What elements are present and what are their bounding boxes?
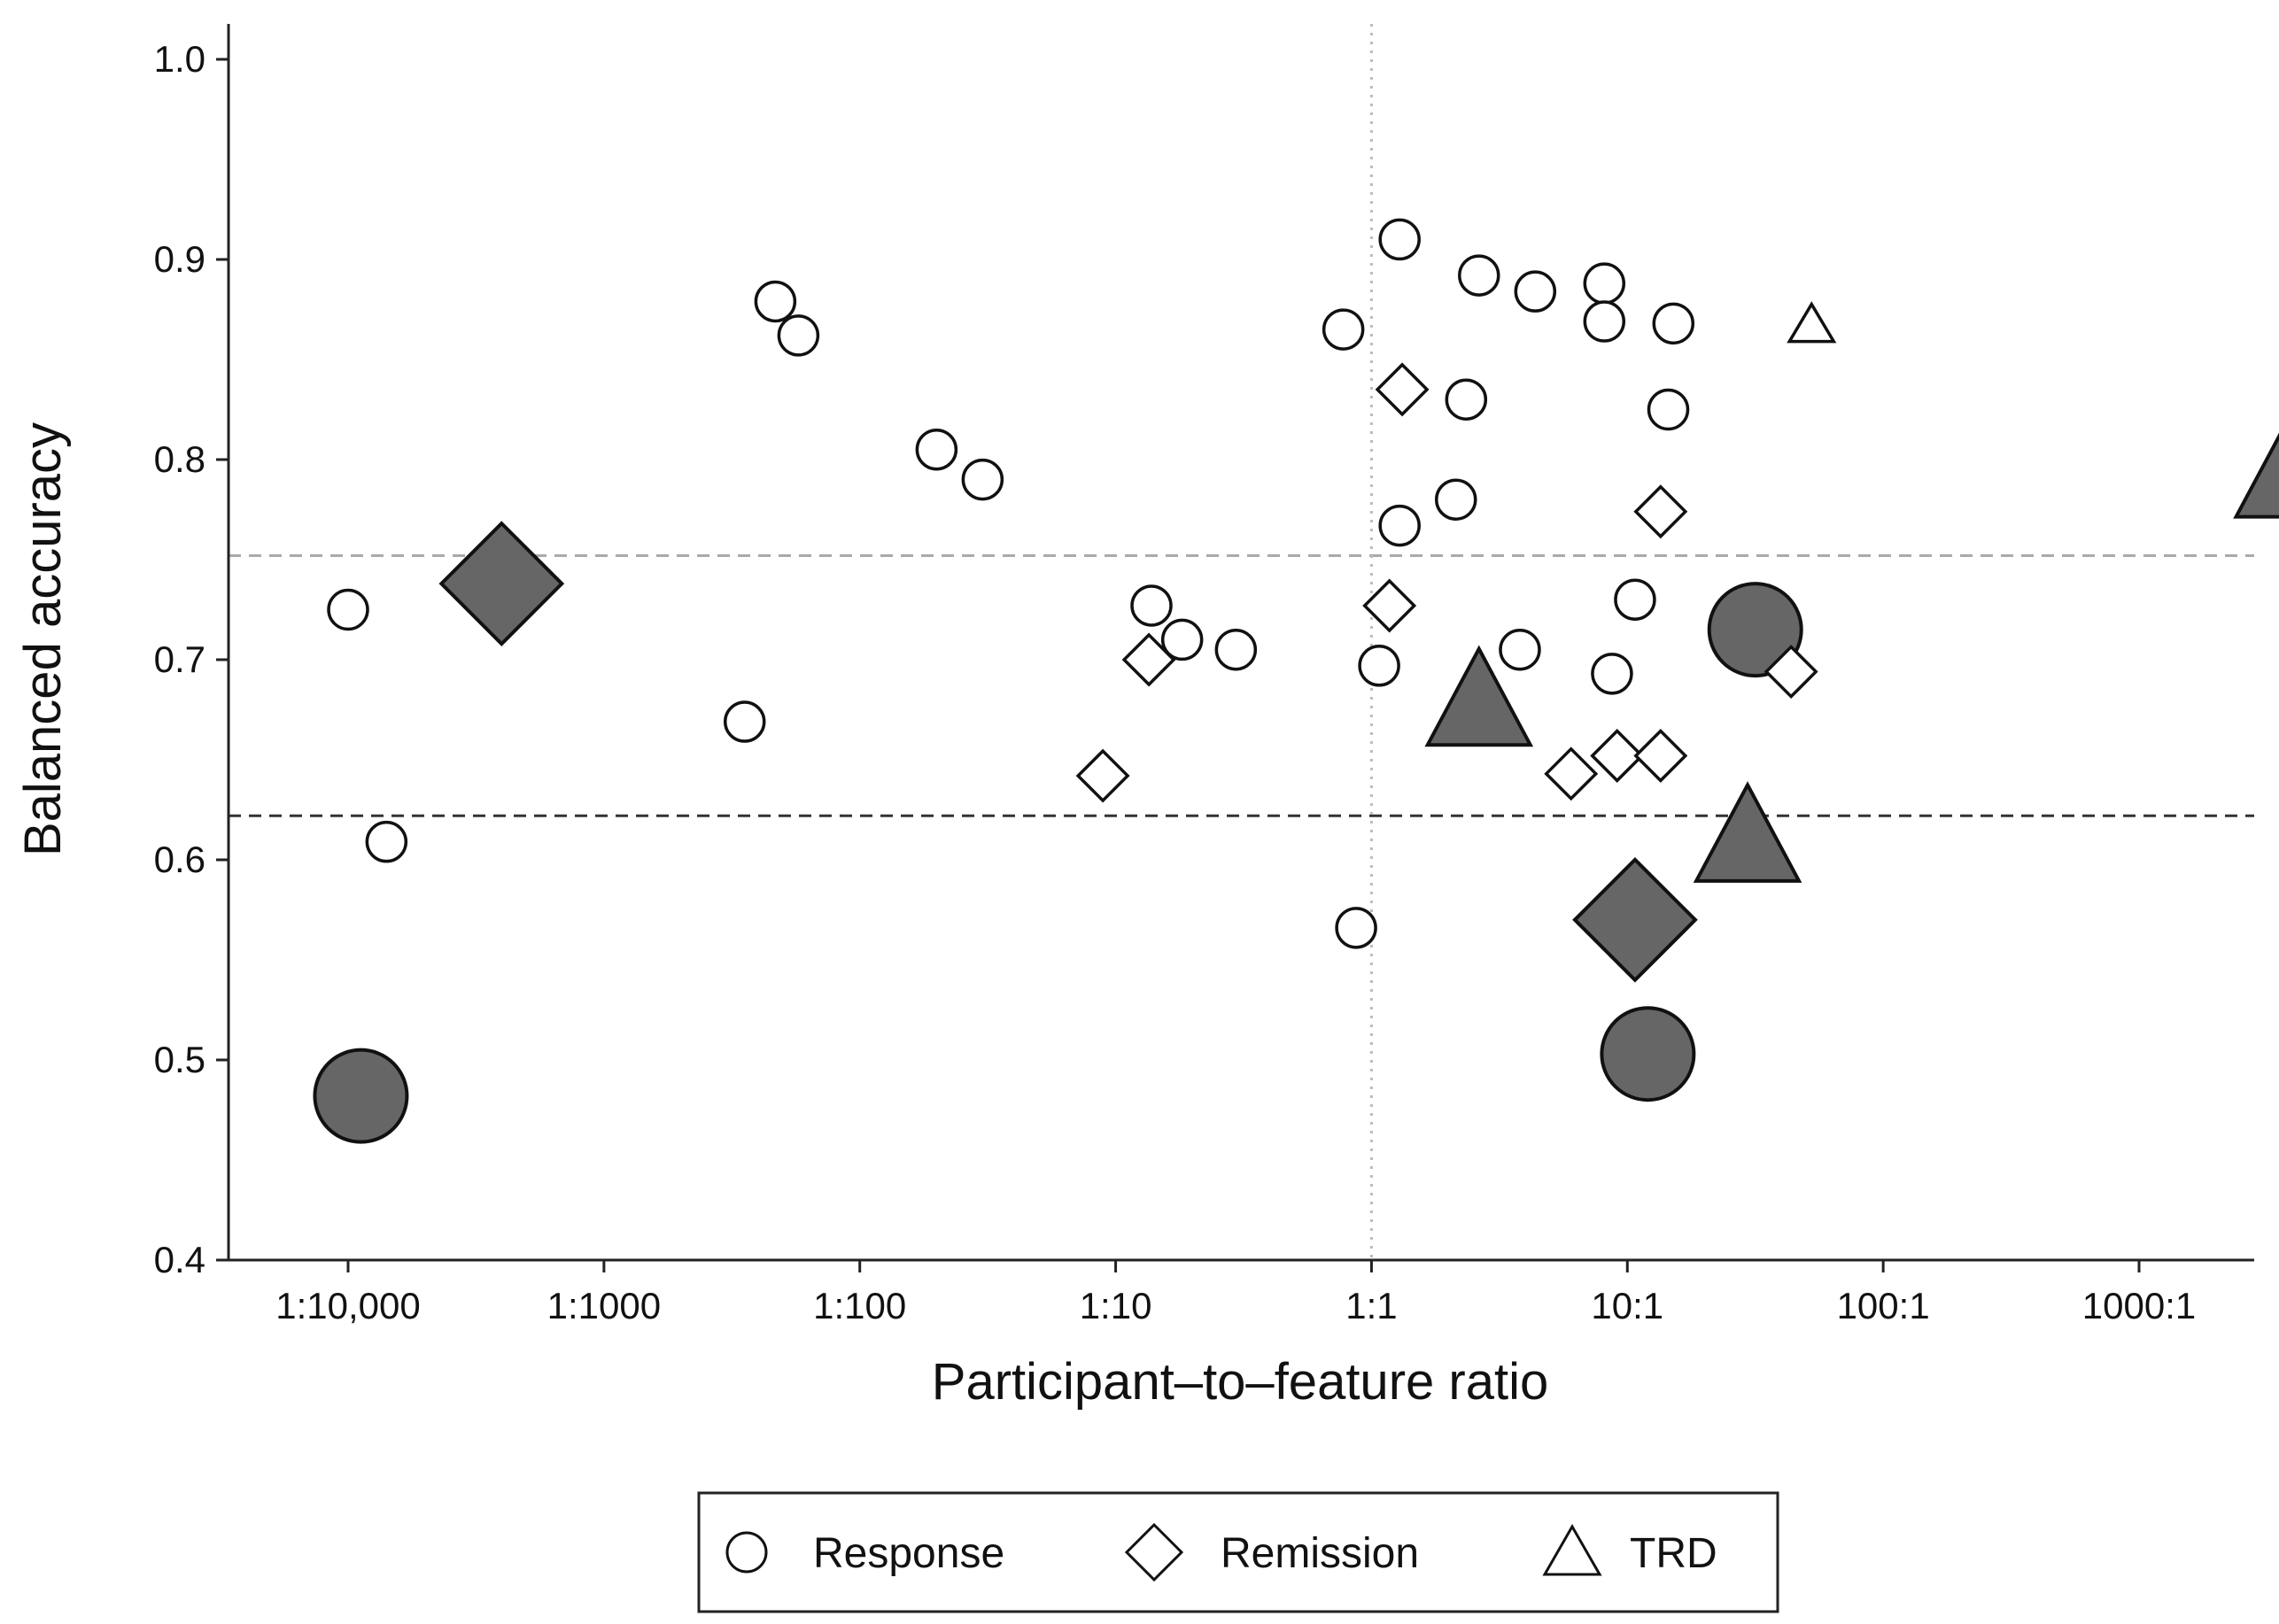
x-tick-label: 1:10 bbox=[1080, 1285, 1152, 1326]
response-point bbox=[1358, 645, 1400, 687]
legend-label-response: Response bbox=[813, 1530, 1004, 1577]
trd-point-large bbox=[2233, 432, 2279, 519]
remission-point-large bbox=[1572, 856, 1698, 983]
response-point bbox=[1499, 628, 1541, 671]
x-tick-label: 10:1 bbox=[1591, 1285, 1663, 1326]
response-point bbox=[1378, 218, 1421, 261]
remission-point bbox=[1544, 746, 1599, 801]
response-point bbox=[1378, 504, 1421, 547]
response-point bbox=[1214, 628, 1258, 671]
response-point bbox=[1647, 388, 1690, 431]
trd-point-large bbox=[1424, 645, 1534, 747]
response-point bbox=[1583, 300, 1626, 343]
legend-label-trd: TRD bbox=[1630, 1530, 1717, 1577]
trd-point-large bbox=[1693, 781, 1802, 883]
response-point bbox=[1591, 653, 1633, 695]
x-tick-label: 1:100 bbox=[813, 1285, 906, 1326]
y-tick-label: 0.9 bbox=[154, 238, 205, 280]
legend-circle-icon bbox=[725, 1531, 768, 1574]
y-tick-label: 0.5 bbox=[154, 1039, 205, 1080]
response-point-large bbox=[1600, 1006, 1696, 1102]
data-points bbox=[313, 218, 2279, 1144]
remission-point bbox=[1590, 729, 1645, 783]
response-point bbox=[1435, 478, 1477, 521]
legend-box bbox=[697, 1491, 1779, 1613]
y-tick-label: 0.8 bbox=[154, 438, 205, 480]
remission-point-large bbox=[438, 521, 565, 646]
trd-point bbox=[1787, 301, 1837, 344]
remission-point bbox=[1633, 729, 1688, 783]
response-point bbox=[754, 280, 797, 323]
remission-point bbox=[1764, 645, 1818, 700]
response-point bbox=[777, 314, 820, 357]
response-point bbox=[723, 700, 766, 743]
remission-point bbox=[1633, 484, 1688, 539]
response-point bbox=[1457, 254, 1500, 297]
y-tick-label: 0.4 bbox=[154, 1239, 205, 1280]
remission-point bbox=[1375, 362, 1430, 417]
response-point bbox=[1160, 618, 1204, 661]
response-point bbox=[1514, 270, 1557, 313]
remission-point bbox=[1362, 578, 1417, 633]
legend-label-remission: Remission bbox=[1221, 1530, 1419, 1577]
legend-diamond-icon bbox=[1124, 1522, 1184, 1582]
reference-lines bbox=[229, 24, 2254, 1260]
y-tick-label: 1.0 bbox=[154, 38, 205, 80]
axes bbox=[227, 24, 2254, 1262]
response-point-large bbox=[1707, 582, 1803, 678]
response-point bbox=[1583, 262, 1626, 305]
x-tick-label: 1:1000 bbox=[547, 1285, 661, 1326]
response-point bbox=[327, 588, 369, 631]
legend-triangle-icon bbox=[1542, 1523, 1602, 1576]
remission-point bbox=[1075, 748, 1130, 803]
x-tick-label: 100:1 bbox=[1837, 1285, 1930, 1326]
y-tick-label: 0.6 bbox=[154, 839, 205, 880]
x-tick-label: 1:10,000 bbox=[275, 1285, 421, 1326]
x-ticks: 1:10,000 1:1000 1:100 1:10 1:1 10:1 100:1 1000:… bbox=[275, 1260, 2196, 1326]
response-point-large bbox=[313, 1048, 409, 1144]
response-point bbox=[1614, 578, 1656, 621]
x-axis-label: Participant–to–feature ratio bbox=[932, 1353, 1548, 1411]
response-point bbox=[1322, 308, 1365, 351]
legend: Response Remission TRD bbox=[697, 1491, 1779, 1613]
response-point bbox=[961, 458, 1004, 501]
y-axis-label: Balanced accuracy bbox=[14, 422, 72, 856]
response-point bbox=[915, 428, 958, 471]
y-tick-label: 0.7 bbox=[154, 638, 205, 680]
x-tick-label: 1:1 bbox=[1345, 1285, 1397, 1326]
remission-point bbox=[1121, 632, 1176, 687]
y-ticks: 0.4 0.5 0.6 0.7 0.8 0.9 1.0 bbox=[154, 38, 229, 1280]
response-point bbox=[1652, 302, 1695, 345]
x-tick-label: 1000:1 bbox=[2082, 1285, 2196, 1326]
response-point bbox=[1335, 907, 1377, 949]
response-point bbox=[1445, 378, 1488, 421]
response-point bbox=[365, 820, 408, 863]
response-point bbox=[1130, 584, 1173, 627]
